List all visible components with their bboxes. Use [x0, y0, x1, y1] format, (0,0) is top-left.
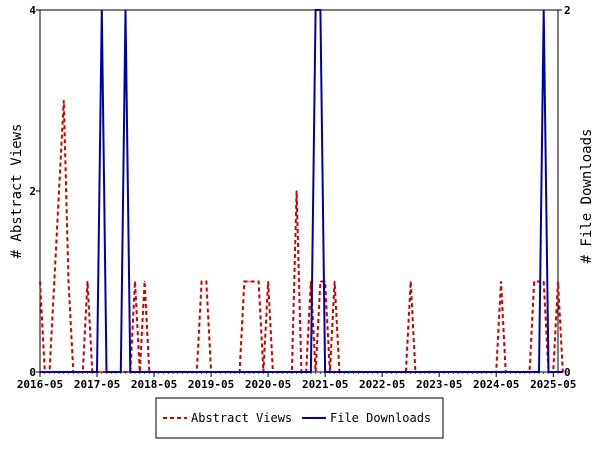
data-point-abstract-views — [500, 280, 502, 283]
data-point-abstract-views — [543, 280, 545, 283]
data-point-abstract-views — [243, 280, 245, 283]
data-point-abstract-views — [205, 280, 207, 283]
x-tick-label: 2020-05 — [245, 378, 291, 391]
data-point-abstract-views — [315, 371, 317, 373]
data-point-file-downloads — [101, 9, 103, 11]
data-point-abstract-views — [253, 280, 255, 283]
y-axis-title: # Abstract Views — [9, 124, 25, 259]
data-point-abstract-views — [319, 280, 321, 283]
data-point-file-downloads — [310, 371, 312, 373]
data-point-abstract-views — [86, 280, 89, 283]
data-point-abstract-views — [410, 280, 412, 283]
data-point-abstract-views — [258, 280, 260, 283]
data-point-abstract-views — [58, 190, 60, 192]
legend-label-abstract-views: Abstract Views — [191, 411, 292, 425]
data-point-file-downloads — [562, 371, 564, 373]
x-tick-label: 2021-05 — [302, 378, 348, 391]
data-point-file-downloads — [134, 371, 136, 373]
data-point-file-downloads — [96, 371, 98, 373]
data-point-abstract-views — [124, 371, 127, 373]
legend-box — [155, 397, 444, 439]
data-point-file-downloads — [110, 371, 112, 373]
x-tick-label: 2017-05 — [74, 378, 120, 391]
data-point-file-downloads — [120, 371, 122, 373]
data-point-abstract-views — [144, 280, 146, 283]
y-tick-label: 0 — [29, 366, 36, 379]
legend-label-file-downloads: File Downloads — [330, 411, 431, 425]
legend: Abstract Views File Downloads — [155, 397, 444, 439]
data-point-abstract-views — [296, 190, 298, 192]
y2-axis-title: # File Downloads — [579, 129, 595, 264]
data-point-file-downloads — [115, 371, 117, 373]
data-point-file-downloads — [39, 371, 41, 373]
data-point-file-downloads — [105, 371, 108, 373]
left-y-axis: 0 2 4 — [29, 4, 40, 379]
x-tick-label: 2019-05 — [188, 378, 234, 391]
data-point-file-downloads — [315, 9, 317, 11]
data-point-abstract-views — [201, 280, 203, 283]
data-point-file-downloads — [538, 371, 540, 373]
x-tick-label: 2025-05 — [530, 378, 576, 391]
data-point-file-downloads — [324, 371, 326, 373]
y-tick-label: 2 — [29, 185, 36, 198]
data-point-file-downloads — [547, 371, 550, 373]
data-point-abstract-views — [101, 371, 103, 373]
data-point-file-downloads — [300, 371, 302, 373]
data-point-file-downloads — [329, 371, 331, 373]
y2-tick-label: 2 — [564, 4, 571, 17]
data-point-file-downloads — [543, 9, 545, 11]
data-point-file-downloads — [305, 371, 307, 373]
data-point-file-downloads — [129, 371, 131, 373]
y-tick-label: 4 — [29, 4, 36, 17]
data-point-abstract-views — [557, 280, 559, 283]
data-point-abstract-views — [67, 280, 70, 283]
y2-tick-label: 0 — [564, 366, 571, 379]
x-tick-label: 2022-05 — [359, 378, 405, 391]
data-point-abstract-views — [248, 280, 250, 283]
x-axis: 2016-05 2017-05 2018-05 2019-05 2020-05 2021-… — [17, 372, 576, 391]
data-point-file-downloads — [124, 9, 127, 11]
series-layer — [39, 9, 564, 373]
data-point-abstract-views — [134, 280, 136, 283]
x-tick-label: 2023-05 — [416, 378, 462, 391]
data-point-file-downloads — [319, 9, 321, 11]
data-point-abstract-views — [533, 280, 535, 283]
data-point-abstract-views — [39, 280, 41, 283]
data-point-abstract-views — [334, 280, 336, 283]
data-point-abstract-views — [63, 99, 65, 102]
x-tick-label: 2024-05 — [473, 378, 519, 391]
data-point-abstract-views — [267, 280, 269, 283]
data-point-abstract-views — [53, 280, 55, 283]
x-tick-label: 2016-05 — [17, 378, 63, 391]
x-tick-label: 2018-05 — [131, 378, 177, 391]
